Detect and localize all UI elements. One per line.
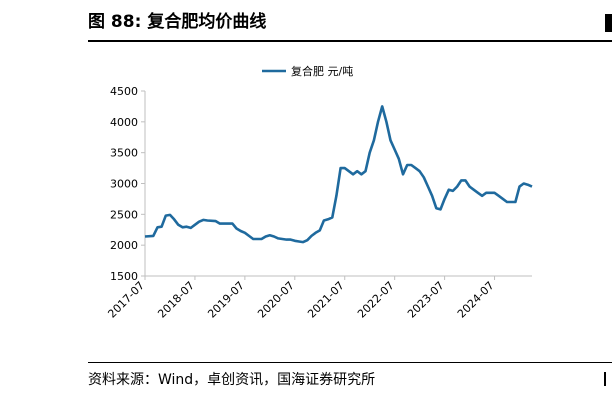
y-tick-label: 4500	[110, 85, 138, 98]
x-tick-label: 2020-07	[255, 279, 297, 321]
y-tick-label: 4000	[110, 116, 138, 129]
x-tick-label: 2024-07	[455, 279, 497, 321]
title-rule	[88, 40, 612, 42]
figure-title-text: 复合肥均价曲线	[147, 12, 267, 32]
x-tick-label: 2021-07	[305, 279, 347, 321]
y-tick-label: 2500	[110, 208, 138, 221]
source-note: 资料来源：Wind，卓创资讯，国海证券研究所	[88, 372, 376, 388]
x-tick-label: 2018-07	[155, 279, 197, 321]
series-line-0	[144, 105, 533, 244]
figure-label: 图 88:	[88, 12, 142, 32]
x-tick-label: 2023-07	[405, 279, 447, 321]
price-line-chart: 1500 2000 2500 3000 3500 4000 4500 2017-07 2018-…	[105, 64, 533, 321]
y-tick-label: 3000	[110, 178, 138, 191]
legend-label: 复合肥 元/吨	[291, 64, 353, 78]
source-rule	[88, 362, 612, 363]
y-tick-label: 3500	[110, 147, 138, 160]
figure-title: 图 88: 复合肥均价曲线	[88, 10, 266, 34]
adjacent-panel-edge-bottom	[604, 372, 612, 386]
y-tick-label: 2000	[110, 239, 138, 252]
y-tick-label: 1500	[110, 270, 138, 283]
x-tick-label: 2017-07	[105, 279, 147, 321]
x-tick-label: 2022-07	[355, 279, 397, 321]
adjacent-panel-edge	[605, 14, 612, 32]
x-tick-label: 2019-07	[205, 279, 247, 321]
